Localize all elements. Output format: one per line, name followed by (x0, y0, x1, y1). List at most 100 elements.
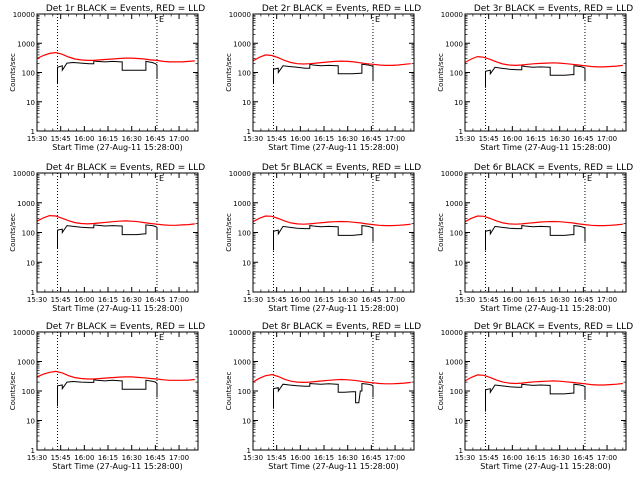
panel-title: Det 3r BLACK = Events, RED = LLD (474, 4, 633, 14)
x-tick-label: 15:30 (243, 454, 263, 462)
x-tick-label: 16:15 (98, 135, 118, 143)
panel-title: Det 4r BLACK = Events, RED = LLD (46, 163, 205, 173)
x-tick-label: 16:45 (145, 135, 165, 143)
x-tick-label: 15:45 (267, 296, 287, 304)
panel-title: Det 6r BLACK = Events, RED = LLD (474, 163, 633, 173)
y-tick-label: 1 (459, 128, 463, 136)
y-tick-label: 100 (450, 230, 463, 238)
x-tick-label: 16:15 (526, 454, 546, 462)
marker-label: E (587, 174, 592, 183)
y-axis-title: Counts/sec (437, 53, 445, 92)
y-tick-label: 10000 (13, 329, 35, 337)
panel-title: Det 9r BLACK = Events, RED = LLD (474, 322, 633, 332)
x-tick-label: 15:45 (267, 135, 287, 143)
panel-title: Det 5r BLACK = Events, RED = LLD (262, 163, 421, 173)
y-tick-label: 1 (247, 289, 251, 297)
x-tick-label: 16:30 (122, 135, 142, 143)
lld-series-line (253, 215, 411, 227)
x-axis-title: Start Time (27-Aug-11 15:28:00) (268, 462, 399, 471)
y-tick-label: 1000 (17, 359, 35, 367)
x-axis-title: Start Time (27-Aug-11 15:28:00) (52, 143, 183, 152)
x-tick-label: 16:45 (573, 135, 593, 143)
y-tick-label: 10000 (13, 170, 35, 178)
x-tick-label: 16:15 (526, 296, 546, 304)
events-series-line (273, 382, 374, 409)
y-tick-label: 10 (454, 259, 463, 267)
y-tick-label: 100 (22, 388, 35, 396)
y-axis-title: Counts/sec (437, 372, 445, 411)
marker-label: E (375, 15, 380, 24)
x-tick-label: 16:45 (361, 296, 381, 304)
panel-title: Det 8r BLACK = Events, RED = LLD (262, 322, 421, 332)
marker-label: E (587, 333, 592, 342)
y-tick-label: 10000 (229, 170, 251, 178)
x-tick-label: 16:15 (314, 296, 334, 304)
x-tick-label: 15:30 (455, 454, 475, 462)
x-tick-label: 16:15 (98, 454, 118, 462)
marker-label: E (375, 333, 380, 342)
x-tick-label: 16:45 (361, 135, 381, 143)
y-axis-title: Counts/sec (9, 53, 17, 92)
events-series-line (57, 60, 158, 85)
x-tick-label: 15:45 (479, 296, 499, 304)
y-tick-label: 100 (450, 70, 463, 78)
lld-series-line (253, 373, 411, 385)
y-tick-label: 1 (459, 447, 463, 455)
x-tick-label: 16:45 (573, 296, 593, 304)
plot-frame (464, 13, 627, 132)
events-series-line (57, 224, 158, 249)
y-axis-title: Counts/sec (9, 213, 17, 252)
marker-label: E (587, 15, 592, 24)
events-series-line (273, 225, 374, 251)
y-tick-label: 10 (242, 99, 251, 107)
y-tick-label: 1000 (445, 359, 463, 367)
y-tick-label: 10000 (229, 329, 251, 337)
events-series-line (485, 225, 586, 251)
x-tick-label: 17:00 (597, 454, 617, 462)
x-tick-label: 16:30 (338, 296, 358, 304)
y-tick-label: 1000 (233, 40, 251, 48)
lld-series-line (465, 374, 623, 386)
plot-frame (252, 331, 415, 451)
marker-label: E (159, 174, 164, 183)
y-axis-title: Counts/sec (9, 372, 17, 411)
x-tick-label: 15:30 (243, 135, 263, 143)
x-tick-label: 16:30 (550, 135, 570, 143)
y-tick-label: 1000 (17, 40, 35, 48)
y-tick-label: 10000 (229, 11, 251, 19)
plot-frame (252, 172, 415, 293)
plot-frame (36, 13, 199, 132)
x-tick-label: 15:45 (51, 296, 71, 304)
lld-series-line (37, 370, 195, 381)
x-tick-label: 16:00 (502, 296, 522, 304)
y-tick-label: 100 (22, 230, 35, 238)
x-tick-label: 16:00 (74, 296, 94, 304)
y-axis-title: Counts/sec (225, 213, 233, 252)
x-tick-label: 15:30 (455, 135, 475, 143)
y-axis-title: Counts/sec (225, 372, 233, 411)
x-tick-label: 17:00 (169, 296, 189, 304)
y-axis-title: Counts/sec (225, 53, 233, 92)
lld-series-line (465, 55, 623, 68)
y-tick-label: 10000 (441, 329, 463, 337)
x-tick-label: 17:00 (385, 454, 405, 462)
x-axis-title: Start Time (27-Aug-11 15:28:00) (268, 143, 399, 152)
plot-frame (36, 172, 199, 293)
y-tick-label: 100 (22, 70, 35, 78)
y-tick-label: 1 (247, 128, 251, 136)
y-tick-label: 1000 (233, 359, 251, 367)
x-tick-label: 16:45 (361, 454, 381, 462)
y-tick-label: 100 (238, 230, 251, 238)
plot-frame (464, 172, 627, 293)
y-tick-label: 10 (242, 259, 251, 267)
x-tick-label: 17:00 (597, 135, 617, 143)
x-axis-title: Start Time (27-Aug-11 15:28:00) (480, 304, 611, 313)
x-tick-label: 16:45 (573, 454, 593, 462)
